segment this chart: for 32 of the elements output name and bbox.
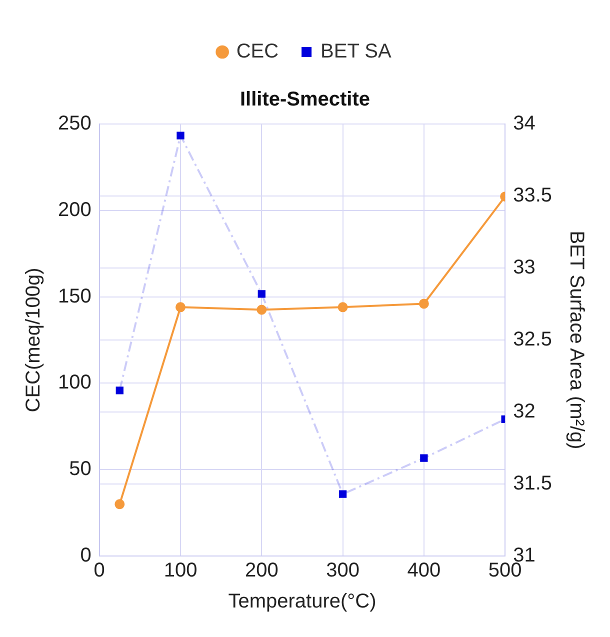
chart-title: Illite-Smectite: [240, 88, 370, 111]
x-tick-label: 200: [244, 560, 278, 582]
point: [114, 499, 125, 510]
y2-tick-label: 32: [513, 400, 536, 423]
point: [338, 302, 348, 312]
point: [258, 290, 266, 298]
x-axis-title: Temperature(°C): [228, 590, 376, 613]
y-tick-label: 200: [58, 198, 92, 221]
y2-tick-label: 31.5: [513, 472, 552, 495]
legend-label: BET SA: [320, 40, 392, 63]
y2-tick-label: 33.5: [513, 184, 552, 207]
point: [176, 132, 184, 140]
y2-tick-label: 32.5: [513, 328, 552, 351]
y2-tick-label: 33: [513, 256, 536, 279]
y-tick-label: 0: [80, 544, 92, 567]
y-tick-label: 150: [58, 285, 92, 308]
y-tick-label: 250: [58, 112, 92, 135]
x-tick-label: 400: [407, 560, 441, 582]
y-axis-title: CEC(meq/100g): [22, 268, 45, 412]
point: [116, 386, 124, 394]
y-tick-label: 50: [69, 458, 92, 480]
point: [420, 454, 428, 462]
y2-axis-title: BET Surface Area (m²/g): [565, 230, 588, 450]
y-tick-label: 100: [58, 372, 92, 394]
point: [256, 304, 267, 315]
y2-tick-label: 34: [513, 112, 536, 135]
legend-label: CEC: [236, 40, 279, 63]
x-tick-label: 100: [164, 560, 198, 582]
x-tick-label: 300: [326, 560, 360, 582]
point: [338, 490, 347, 498]
point: [418, 298, 429, 309]
point: [176, 302, 186, 312]
